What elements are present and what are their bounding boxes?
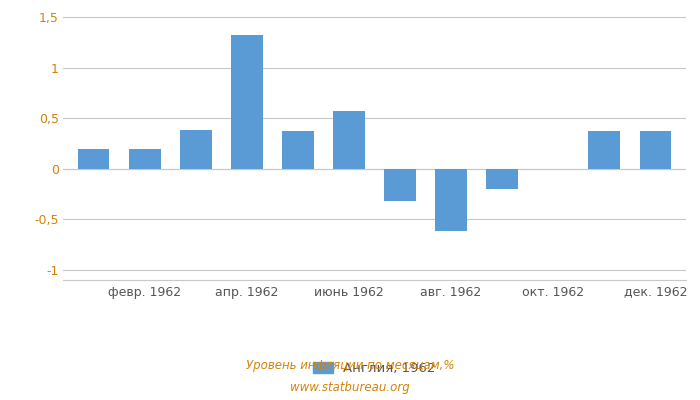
Text: Уровень инфляции по месяцам,%: Уровень инфляции по месяцам,% (246, 360, 454, 372)
Legend: Англия, 1962: Англия, 1962 (313, 362, 436, 375)
Bar (180, 130, 211, 169)
Bar (282, 131, 314, 169)
Bar (231, 35, 262, 169)
Bar (129, 148, 160, 169)
Bar (78, 148, 109, 169)
Bar (333, 111, 365, 169)
Bar (435, 169, 467, 232)
Bar (486, 169, 518, 189)
Text: www.statbureau.org: www.statbureau.org (290, 382, 410, 394)
Bar (640, 131, 671, 169)
Bar (384, 169, 416, 201)
Bar (589, 131, 620, 169)
